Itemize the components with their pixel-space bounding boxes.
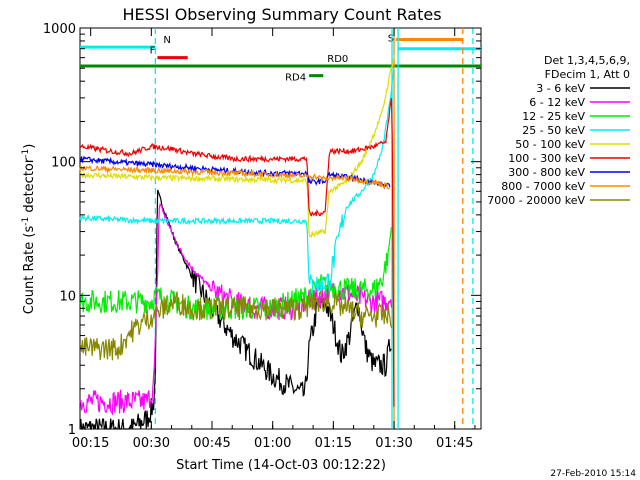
series-line-7 <box>79 165 391 190</box>
x-axis-ticks: 00:15 00:30 00:45 01:00 01:15 01:30 01:45 <box>72 28 476 451</box>
plot-frame <box>79 27 482 430</box>
flag-label-1: F <box>150 46 156 57</box>
flag-label-0: N <box>163 35 170 46</box>
x-tick-label-4: 01:15 <box>315 436 352 451</box>
y-tick-label-1: 10 <box>59 289 76 304</box>
series-line-4 <box>79 55 395 239</box>
legend-label-1: 6 - 12 keV <box>529 96 585 109</box>
x-tick-label-5: 01:30 <box>375 436 412 451</box>
series-line-2 <box>79 227 393 320</box>
x-tick-label-0: 00:15 <box>72 436 109 451</box>
series-layer <box>79 55 395 431</box>
series-line-3 <box>79 68 395 295</box>
series-line-5 <box>79 97 395 407</box>
series-line-6 <box>80 155 391 190</box>
legend-label-0: 3 - 6 keV <box>536 82 585 95</box>
y-axis-ticks: 1 10 100 1000 <box>43 22 481 438</box>
series-line-0 <box>79 189 392 431</box>
x-tick-label-3: 01:00 <box>254 436 291 451</box>
legend-label-4: 50 - 100 keV <box>515 138 585 151</box>
footer-timestamp: 27-Feb-2010 15:14 <box>550 469 636 479</box>
flag-bars: NF RD0 RD4 S <box>80 34 481 84</box>
y-tick-label-3: 1000 <box>43 22 76 37</box>
legend-label-5: 100 - 300 keV <box>508 152 585 165</box>
legend-label-7: 800 - 7000 keV <box>501 180 585 193</box>
legend-label-6: 300 - 800 keV <box>508 166 585 179</box>
series-line-8 <box>79 289 393 361</box>
legend-header-0: Det 1,3,4,5,6,9, <box>544 54 630 67</box>
legend-label-2: 12 - 25 keV <box>522 110 585 123</box>
legend: Det 1,3,4,5,6,9,FDecim 1, Att 03 - 6 keV… <box>487 54 630 207</box>
chart-title: HESSI Observing Summary Count Rates <box>122 5 441 24</box>
x-tick-label-1: 00:30 <box>133 436 170 451</box>
x-tick-label-2: 00:45 <box>193 436 230 451</box>
y-axis-label: Count Rate (s-1 detector-1) <box>21 144 37 315</box>
flag-label-3: RD4 <box>285 73 306 84</box>
legend-header-1: FDecim 1, Att 0 <box>545 68 630 81</box>
legend-label-8: 7000 - 20000 keV <box>487 194 585 207</box>
flag-label-4: S <box>388 34 394 45</box>
x-tick-label-6: 01:45 <box>436 436 473 451</box>
event-lines <box>154 28 474 429</box>
flag-label-2: RD0 <box>327 54 348 65</box>
y-tick-label-2: 100 <box>51 156 76 171</box>
legend-label-3: 25 - 50 keV <box>522 124 585 137</box>
x-axis-label: Start Time (14-Oct-03 00:12:22) <box>176 458 386 473</box>
y-tick-label-0: 1 <box>68 423 76 438</box>
